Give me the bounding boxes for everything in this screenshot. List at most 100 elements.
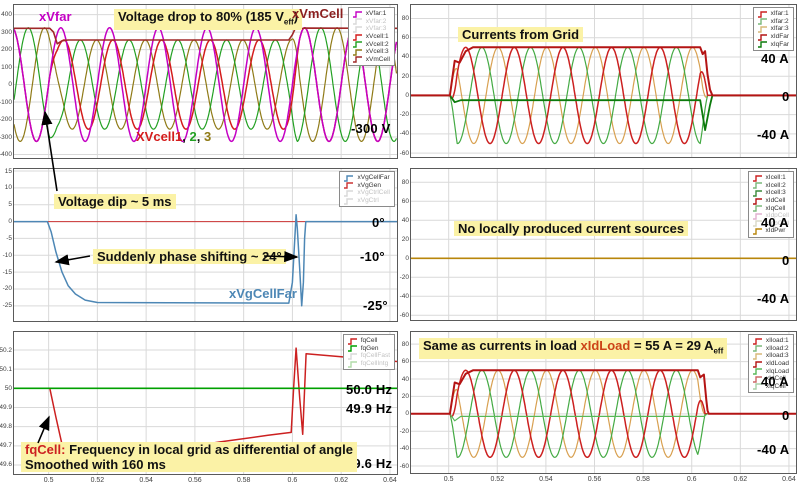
legend-step-icon [352,11,362,18]
legend-item: xVgCellFar [343,174,390,182]
legend-item: xVgCtrl [343,197,390,205]
load-currents-plot [411,332,796,473]
note-phase-shift: Suddenly phase shifting ~ 24° [93,249,286,264]
y-tick-label: -20 [2,285,12,293]
legend-step-icon [347,345,357,353]
legend-item: xIdCell [752,197,789,205]
currents-from-grid-plot [411,5,796,157]
legend-label: xIqpCell [765,219,789,227]
legend-label: xIfar:1 [770,10,789,18]
legend-label: xVfar:1 [365,10,387,18]
axis-callout: 40 A [761,51,789,66]
legend-step-icon [752,338,762,345]
legend-label: xIdpCell [765,212,789,220]
legend-item: xIdpCell [752,212,789,220]
y-tick-label: 20 [401,235,409,243]
legend-label: xVgCtrlCell [357,189,390,197]
series-xVgCellFar [14,214,397,307]
axis-callout: 50.0 Hz [346,382,393,397]
legend-label: xVgCellFar [357,174,390,182]
legend-label: xIload:3 [765,352,789,360]
legend-step-icon [757,18,767,26]
local-cell-currents-plot [411,169,796,320]
legend-label: xVgGen [357,181,381,189]
legend-item: xVgCtrlCell [343,189,390,197]
legend-item: xIload:3 [752,352,789,360]
legend-label: fqCellFast [360,352,390,360]
legend-item: xIqFar [757,40,789,48]
x-tick-label: 0.52 [90,477,105,484]
legend-label: xVgCtrl [357,197,379,205]
legend-label: xVcell:1 [365,33,389,41]
legend-item: xIfar:2 [757,18,789,26]
y-tick-label: 60 [401,34,409,42]
y-tick-label: -400 [0,151,12,158]
x-tick-label: 0.52 [490,476,505,483]
legend-item: xIfar:3 [757,25,789,33]
y-tick-label: -60 [399,311,409,319]
axis-callout: -40 A [757,442,790,457]
x-tick-label: 0.58 [636,476,650,483]
legend-step-icon [344,182,354,190]
legend-label: xIload:1 [765,337,789,345]
x-tick-label: 0.6 [287,477,298,484]
x-tick-label: 0.56 [188,477,202,484]
legend-step-icon [352,56,362,64]
legend-step-icon [752,205,762,212]
y-tick-label: 300 [1,28,12,36]
label-xvcell123: XVcell1, 2, 3 [136,129,212,144]
legend-step-icon [752,220,762,228]
y-tick-label: -100 [0,98,12,106]
axis-callout: 40 A [761,374,789,389]
note-voltage-dip: Voltage dip ~ 5 ms [54,194,176,209]
series-xIqLoad [411,413,796,422]
y-tick-label: -10 [2,251,12,259]
legend-item: xVgGen [343,182,390,190]
legend-item: xVfar:2 [352,18,390,26]
legend-step-icon [752,345,762,353]
y-tick-label: -60 [399,462,409,470]
y-tick-label: 60 [401,358,409,366]
legend-label: xIfar:3 [770,25,789,33]
legend-step-icon [352,33,362,41]
legend-label: xIdLoad [765,360,789,368]
legend-item: xIdLoad [752,360,789,368]
x-tick-label: 0.5 [443,476,454,483]
x-tick-label: 0.6 [686,476,697,483]
legend-label: xIqCell [765,204,786,212]
axis-callout: 40 A [761,215,789,230]
y-tick-label: 60 [401,197,409,205]
load-currents-legend: xIload:1 xIload:2 xIload:3 xIdLoad xIqLoad xI… [747,334,794,394]
legend-step-icon [752,376,762,383]
y-tick-label: 40 [401,53,409,61]
legend-label: xVfar:3 [365,25,387,33]
legend-item: xIload:1 [752,337,789,345]
y-tick-label: -15 [2,268,12,276]
y-tick-label: 0 [405,410,409,418]
y-tick-label: 50 [4,384,12,392]
y-tick-label: 20 [401,392,409,400]
legend-step-icon [347,360,357,368]
legend-label: xIqLoad [765,367,789,375]
legend-step-icon [752,190,762,197]
legend-item: fqCellFast [347,352,390,360]
voltage-phase-angles-legend: xVgCellFar xVgGen xVgCtrlCell xVgCtrl [339,171,395,208]
legend-item: xIcell:3 [752,189,789,197]
y-tick-label: 200 [1,46,12,54]
axis-callout: -10° [360,249,385,264]
y-tick-label: 0 [8,81,12,89]
series-xIqFar [411,94,796,131]
y-tick-label: -20 [399,427,409,435]
legend-step-icon [757,41,767,48]
axis-callout: -40 A [757,291,790,306]
legend-label: xIdCell [765,375,786,383]
legend-step-icon [352,49,362,56]
y-tick-label: 40 [401,375,409,383]
series-xVcell:2 [14,27,397,142]
y-tick-label: -200 [0,116,12,124]
legend-label: xVcell:2 [365,40,389,48]
legend-item: xIdPwr [752,227,789,235]
y-tick-label: 15 [4,167,12,175]
legend-label: fqCell [360,337,378,345]
x-tick-label: 0.64 [383,477,397,484]
